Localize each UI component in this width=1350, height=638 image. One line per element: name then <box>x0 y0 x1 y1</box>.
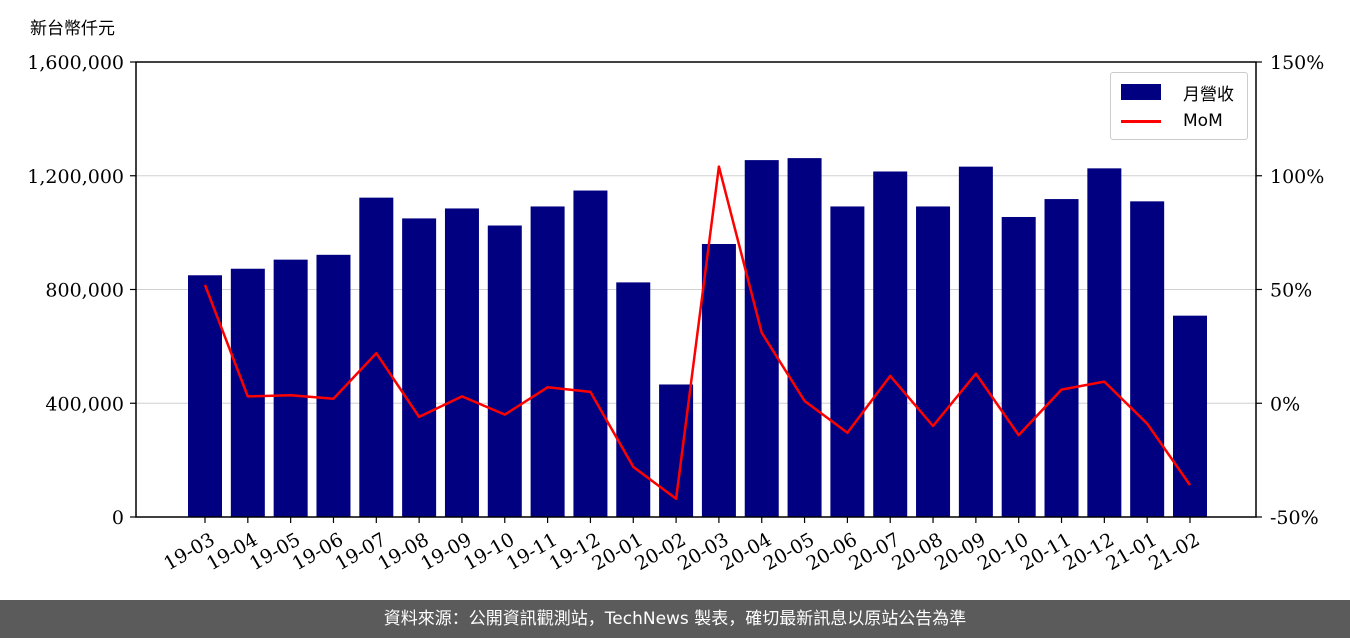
y-right-tick-label: 150% <box>1270 52 1324 74</box>
y-right-tick-label: 0% <box>1270 393 1300 415</box>
revenue-bar <box>1044 199 1079 517</box>
revenue-bar <box>701 244 736 517</box>
y-left-tick-label: 400,000 <box>45 393 124 415</box>
revenue-bar <box>444 208 479 517</box>
revenue-bar <box>916 206 951 517</box>
legend-item-revenue: 月營收 <box>1121 80 1234 105</box>
y-axis-unit-label: 新台幣仟元 <box>30 19 115 39</box>
legend: 月營收 MoM <box>1110 72 1248 140</box>
revenue-bar <box>487 225 522 517</box>
revenue-bar <box>188 275 222 517</box>
y-left-tick-label: 1,200,000 <box>27 166 124 188</box>
x-tick-label: 21-02 <box>1145 529 1203 575</box>
revenue-bar <box>1001 216 1036 517</box>
revenue-bar <box>616 282 651 517</box>
revenue-bar <box>359 197 394 517</box>
revenue-bar <box>402 218 437 517</box>
revenue-bar <box>1087 168 1122 517</box>
revenue-bar <box>530 206 565 517</box>
revenue-bar <box>787 158 822 517</box>
legend-label-revenue: 月營收 <box>1183 84 1234 105</box>
bar-series <box>188 158 1207 517</box>
chart-area: 0 400,000 800,000 1,200,000 1,600,000 -50% 0% 5… <box>27 19 1324 575</box>
mom-line-series <box>203 165 1192 501</box>
legend-label-mom: MoM <box>1183 111 1223 131</box>
revenue-bar <box>744 160 779 517</box>
source-footer: 資料來源：公開資訊觀測站，TechNews 製表，確切最新訊息以原站公告為準 <box>0 600 1350 638</box>
axes <box>130 61 1262 523</box>
revenue-bar <box>830 206 865 517</box>
revenue-bar <box>1130 201 1165 517</box>
revenue-bar <box>1173 315 1207 517</box>
legend-swatch-line <box>1121 119 1161 123</box>
y-left-tick-label: 1,600,000 <box>27 52 124 74</box>
legend-item-mom: MoM <box>1121 109 1223 133</box>
y-right-tick-label: -50% <box>1270 507 1319 529</box>
y-right-tick-label: 100% <box>1270 166 1324 188</box>
revenue-bar <box>958 166 993 517</box>
mom-line <box>203 165 1192 501</box>
legend-swatch-bar <box>1121 84 1161 100</box>
revenue-bar <box>230 268 265 517</box>
y-left-tick-label: 0 <box>112 507 124 529</box>
y-left-tick-label: 800,000 <box>45 280 124 302</box>
revenue-bar <box>873 171 908 517</box>
revenue-mom-chart: 0 400,000 800,000 1,200,000 1,600,000 -50% 0% 5… <box>27 52 1324 575</box>
revenue-bar <box>573 190 608 517</box>
y-right-tick-label: 50% <box>1270 280 1312 302</box>
revenue-bar <box>273 259 308 517</box>
